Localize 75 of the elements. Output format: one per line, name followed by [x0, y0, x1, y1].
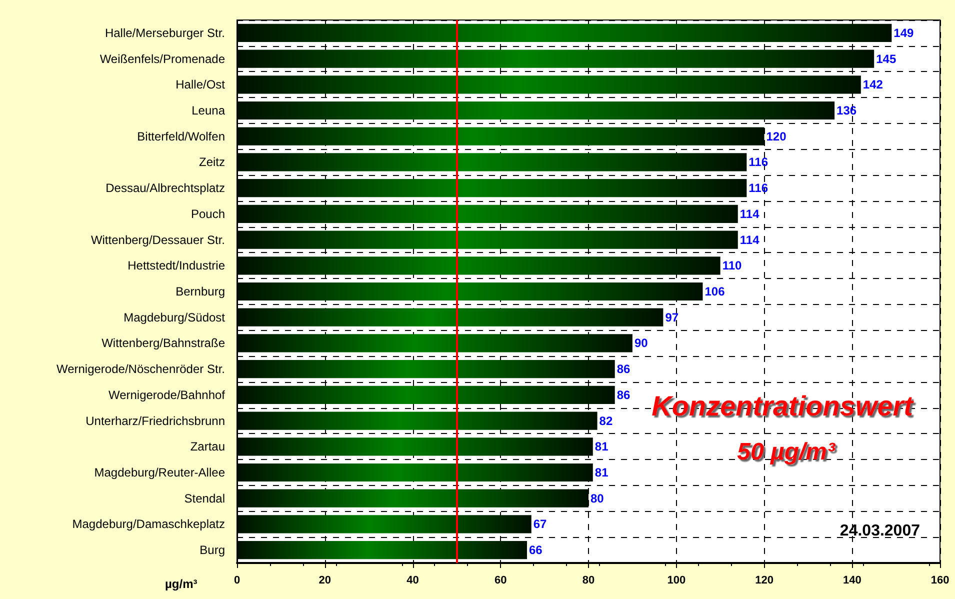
bar [237, 438, 593, 456]
data-label: 90 [634, 336, 648, 350]
x-tick-label: 80 [582, 574, 595, 586]
x-tick-label: 40 [406, 574, 419, 586]
data-label: 66 [528, 543, 543, 558]
data-label: 116 [748, 181, 768, 196]
bar [237, 308, 664, 326]
y-tick-label: Magdeburg/Südost [124, 310, 226, 324]
x-tick-label: 100 [667, 574, 686, 586]
y-tick-label: Leuna [192, 104, 226, 118]
bar [237, 24, 892, 42]
data-label: 80 [590, 491, 604, 506]
bar [237, 360, 615, 378]
y-tick-label: Bernburg [176, 284, 225, 298]
y-tick-label: Wittenberg/Bahnstraße [102, 336, 226, 350]
data-label: 67 [533, 517, 548, 532]
y-tick-label: Bitterfeld/Wolfen [137, 129, 225, 144]
x-tick-label: 20 [318, 574, 331, 586]
data-label: 106 [704, 284, 726, 298]
x-axis-title: µg/m³ [165, 577, 198, 591]
data-label: 114 [740, 206, 760, 221]
x-tick-label: 120 [755, 574, 774, 586]
bar [237, 282, 703, 301]
data-label: 97 [665, 310, 679, 324]
data-label: 81 [594, 466, 609, 480]
bar [237, 179, 747, 198]
x-tick-label: 60 [494, 574, 507, 586]
data-label: 149 [894, 26, 914, 40]
bar [237, 334, 632, 352]
bar [237, 127, 764, 146]
y-tick-label: Weißenfels/Promenade [100, 52, 226, 66]
ref-line-label: Konzentrationswert 50 µg/m³ [652, 390, 915, 466]
data-label: 82 [599, 414, 613, 428]
data-label: 86 [616, 362, 631, 376]
bar [237, 541, 527, 560]
data-label: 142 [862, 78, 884, 92]
bar [237, 230, 738, 249]
y-tick-label: Halle/Ost [176, 78, 226, 92]
y-tick-label: Wernigerode/Bahnhof [108, 388, 226, 402]
bar [237, 412, 598, 430]
y-tick-label: Magdeburg/Damaschkeplatz [72, 517, 225, 532]
data-label: 145 [876, 52, 896, 66]
y-tick-label: Pouch [190, 206, 225, 221]
bar [237, 256, 720, 275]
y-tick-label: Wittenberg/Dessauer Str. [90, 232, 225, 247]
bar [237, 153, 747, 172]
y-tick-label: Hettstedt/Industrie [128, 258, 226, 273]
y-tick-label: Burg [200, 543, 225, 558]
x-tick-label: 160 [930, 574, 950, 586]
bar [237, 50, 874, 68]
data-label: 136 [836, 104, 857, 118]
data-label: 114 [740, 232, 760, 247]
bar [237, 76, 861, 94]
x-tick-label: 140 [842, 574, 862, 586]
x-tick-label: 0 [234, 574, 240, 586]
y-tick-label: Halle/Merseburger Str. [104, 26, 225, 40]
annotation: 24.03.2007 [840, 522, 920, 540]
bar [237, 204, 738, 223]
bar [237, 489, 588, 508]
bar [237, 386, 615, 404]
bar [237, 515, 532, 534]
y-tick-label: Stendal [184, 491, 225, 506]
data-label: 116 [748, 155, 768, 170]
y-tick-label: Magdeburg/Reuter-Allee [94, 466, 226, 480]
y-tick-label: Wernigerode/Nöschenröder Str. [56, 362, 225, 376]
data-label: 86 [616, 388, 631, 402]
y-tick-label: Dessau/Albrechtsplatz [106, 181, 225, 196]
data-label: 81 [594, 440, 609, 454]
bar [237, 463, 593, 482]
data-label: 120 [766, 129, 787, 144]
bar [237, 101, 835, 120]
data-label: 110 [722, 258, 742, 273]
y-tick-label: Zeitz [198, 155, 225, 170]
y-tick-label: Unterharz/Friedrichsbrunn [86, 414, 225, 428]
y-tick-label: Zartau [190, 440, 225, 454]
